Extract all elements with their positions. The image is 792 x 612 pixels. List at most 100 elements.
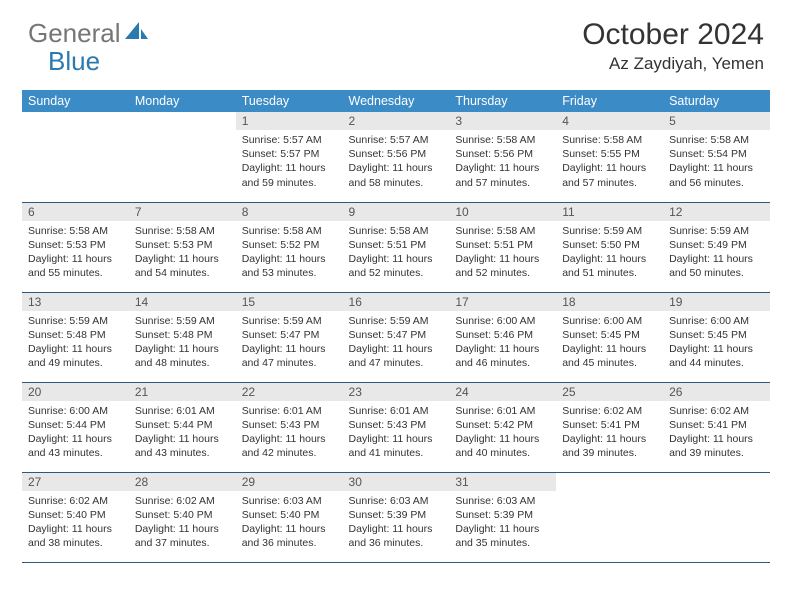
sunrise-text: Sunrise: 5:59 AM — [135, 314, 230, 328]
day-number: 23 — [343, 383, 450, 401]
sunset-text: Sunset: 5:40 PM — [28, 508, 123, 522]
day-number: 6 — [22, 203, 129, 221]
day-number: 11 — [556, 203, 663, 221]
location-label: Az Zaydiyah, Yemen — [582, 54, 764, 74]
daylight-text: Daylight: 11 hours and 45 minutes. — [562, 342, 657, 370]
weekday-header: Tuesday — [236, 90, 343, 112]
header: General Blue October 2024 Az Zaydiyah, Y… — [0, 0, 792, 82]
day-number: 30 — [343, 473, 450, 491]
sunset-text: Sunset: 5:54 PM — [669, 147, 764, 161]
sunrise-text: Sunrise: 6:03 AM — [349, 494, 444, 508]
calendar-cell: 18Sunrise: 6:00 AMSunset: 5:45 PMDayligh… — [556, 292, 663, 382]
weekday-header: Sunday — [22, 90, 129, 112]
daylight-text: Daylight: 11 hours and 54 minutes. — [135, 252, 230, 280]
calendar-cell: 24Sunrise: 6:01 AMSunset: 5:42 PMDayligh… — [449, 382, 556, 472]
calendar-table: SundayMondayTuesdayWednesdayThursdayFrid… — [22, 90, 770, 563]
day-number: 22 — [236, 383, 343, 401]
sunrise-text: Sunrise: 6:01 AM — [349, 404, 444, 418]
calendar-cell — [129, 112, 236, 202]
sunset-text: Sunset: 5:53 PM — [28, 238, 123, 252]
day-number: 8 — [236, 203, 343, 221]
sunset-text: Sunset: 5:49 PM — [669, 238, 764, 252]
calendar-cell: 17Sunrise: 6:00 AMSunset: 5:46 PMDayligh… — [449, 292, 556, 382]
day-number: 31 — [449, 473, 556, 491]
daylight-text: Daylight: 11 hours and 39 minutes. — [669, 432, 764, 460]
day-content: Sunrise: 5:58 AMSunset: 5:53 PMDaylight:… — [129, 221, 236, 284]
calendar-cell: 29Sunrise: 6:03 AMSunset: 5:40 PMDayligh… — [236, 472, 343, 562]
sunrise-text: Sunrise: 5:58 AM — [242, 224, 337, 238]
daylight-text: Daylight: 11 hours and 59 minutes. — [242, 161, 337, 189]
calendar-row: 13Sunrise: 5:59 AMSunset: 5:48 PMDayligh… — [22, 292, 770, 382]
day-content: Sunrise: 5:59 AMSunset: 5:50 PMDaylight:… — [556, 221, 663, 284]
day-content: Sunrise: 6:00 AMSunset: 5:46 PMDaylight:… — [449, 311, 556, 374]
daylight-text: Daylight: 11 hours and 40 minutes. — [455, 432, 550, 460]
daylight-text: Daylight: 11 hours and 36 minutes. — [349, 522, 444, 550]
daylight-text: Daylight: 11 hours and 52 minutes. — [349, 252, 444, 280]
calendar-cell: 3Sunrise: 5:58 AMSunset: 5:56 PMDaylight… — [449, 112, 556, 202]
day-content: Sunrise: 5:58 AMSunset: 5:54 PMDaylight:… — [663, 130, 770, 193]
sunset-text: Sunset: 5:57 PM — [242, 147, 337, 161]
daylight-text: Daylight: 11 hours and 53 minutes. — [242, 252, 337, 280]
day-number: 12 — [663, 203, 770, 221]
calendar-cell: 1 Sunrise: 5:57 AMSunset: 5:57 PMDaylight… — [236, 112, 343, 202]
sunset-text: Sunset: 5:40 PM — [135, 508, 230, 522]
title-block: October 2024 Az Zaydiyah, Yemen — [582, 18, 764, 74]
day-content: Sunrise: 6:02 AMSunset: 5:40 PMDaylight:… — [129, 491, 236, 554]
sunset-text: Sunset: 5:52 PM — [242, 238, 337, 252]
calendar-cell: 23Sunrise: 6:01 AMSunset: 5:43 PMDayligh… — [343, 382, 450, 472]
day-number: 29 — [236, 473, 343, 491]
daylight-text: Daylight: 11 hours and 50 minutes. — [669, 252, 764, 280]
sunrise-text: Sunrise: 5:59 AM — [28, 314, 123, 328]
daylight-text: Daylight: 11 hours and 46 minutes. — [455, 342, 550, 370]
sunrise-text: Sunrise: 5:58 AM — [135, 224, 230, 238]
day-number: 25 — [556, 383, 663, 401]
page-title: October 2024 — [582, 18, 764, 52]
daylight-text: Daylight: 11 hours and 48 minutes. — [135, 342, 230, 370]
calendar-row: 1Sunrise: 5:57 AMSunset: 5:57 PMDaylight… — [22, 112, 770, 202]
day-content: Sunrise: 6:03 AMSunset: 5:39 PMDaylight:… — [449, 491, 556, 554]
day-number: 14 — [129, 293, 236, 311]
weekday-header: Wednesday — [343, 90, 450, 112]
calendar-cell: 31Sunrise: 6:03 AMSunset: 5:39 PMDayligh… — [449, 472, 556, 562]
daylight-text: Daylight: 11 hours and 42 minutes. — [242, 432, 337, 460]
sunset-text: Sunset: 5:42 PM — [455, 418, 550, 432]
sunset-text: Sunset: 5:50 PM — [562, 238, 657, 252]
daylight-text: Daylight: 11 hours and 55 minutes. — [28, 252, 123, 280]
daylight-text: Daylight: 11 hours and 51 minutes. — [562, 252, 657, 280]
sunset-text: Sunset: 5:56 PM — [349, 147, 444, 161]
sunset-text: Sunset: 5:39 PM — [455, 508, 550, 522]
sunrise-text: Sunrise: 6:03 AM — [455, 494, 550, 508]
calendar-cell: 25Sunrise: 6:02 AMSunset: 5:41 PMDayligh… — [556, 382, 663, 472]
day-content: Sunrise: 6:02 AMSunset: 5:40 PMDaylight:… — [22, 491, 129, 554]
day-content: Sunrise: 6:01 AMSunset: 5:43 PMDaylight:… — [236, 401, 343, 464]
day-content: Sunrise: 6:00 AMSunset: 5:45 PMDaylight:… — [556, 311, 663, 374]
day-number: 24 — [449, 383, 556, 401]
calendar-cell: 11Sunrise: 5:59 AMSunset: 5:50 PMDayligh… — [556, 202, 663, 292]
calendar-cell: 14Sunrise: 5:59 AMSunset: 5:48 PMDayligh… — [129, 292, 236, 382]
daylight-text: Daylight: 11 hours and 57 minutes. — [455, 161, 550, 189]
calendar-cell: 21Sunrise: 6:01 AMSunset: 5:44 PMDayligh… — [129, 382, 236, 472]
calendar-cell: 16Sunrise: 5:59 AMSunset: 5:47 PMDayligh… — [343, 292, 450, 382]
sunrise-text: Sunrise: 5:58 AM — [562, 133, 657, 147]
day-number: 7 — [129, 203, 236, 221]
daylight-text: Daylight: 11 hours and 43 minutes. — [28, 432, 123, 460]
calendar-cell: 6Sunrise: 5:58 AMSunset: 5:53 PMDaylight… — [22, 202, 129, 292]
sunset-text: Sunset: 5:41 PM — [669, 418, 764, 432]
day-content: Sunrise: 5:58 AMSunset: 5:52 PMDaylight:… — [236, 221, 343, 284]
day-number: 13 — [22, 293, 129, 311]
sunrise-text: Sunrise: 6:03 AM — [242, 494, 337, 508]
day-content: Sunrise: 6:00 AMSunset: 5:44 PMDaylight:… — [22, 401, 129, 464]
logo: General Blue — [28, 18, 149, 49]
day-number: 18 — [556, 293, 663, 311]
weekday-header: Saturday — [663, 90, 770, 112]
sunrise-text: Sunrise: 5:57 AM — [242, 133, 337, 147]
sunrise-text: Sunrise: 5:59 AM — [562, 224, 657, 238]
day-number: 26 — [663, 383, 770, 401]
sunset-text: Sunset: 5:56 PM — [455, 147, 550, 161]
day-content: Sunrise: 5:58 AMSunset: 5:51 PMDaylight:… — [449, 221, 556, 284]
sunrise-text: Sunrise: 5:58 AM — [455, 224, 550, 238]
calendar-cell: 12Sunrise: 5:59 AMSunset: 5:49 PMDayligh… — [663, 202, 770, 292]
day-content: Sunrise: 6:03 AMSunset: 5:40 PMDaylight:… — [236, 491, 343, 554]
day-content: Sunrise: 5:57 AMSunset: 5:56 PMDaylight:… — [343, 130, 450, 193]
day-number: 1 — [236, 112, 343, 130]
